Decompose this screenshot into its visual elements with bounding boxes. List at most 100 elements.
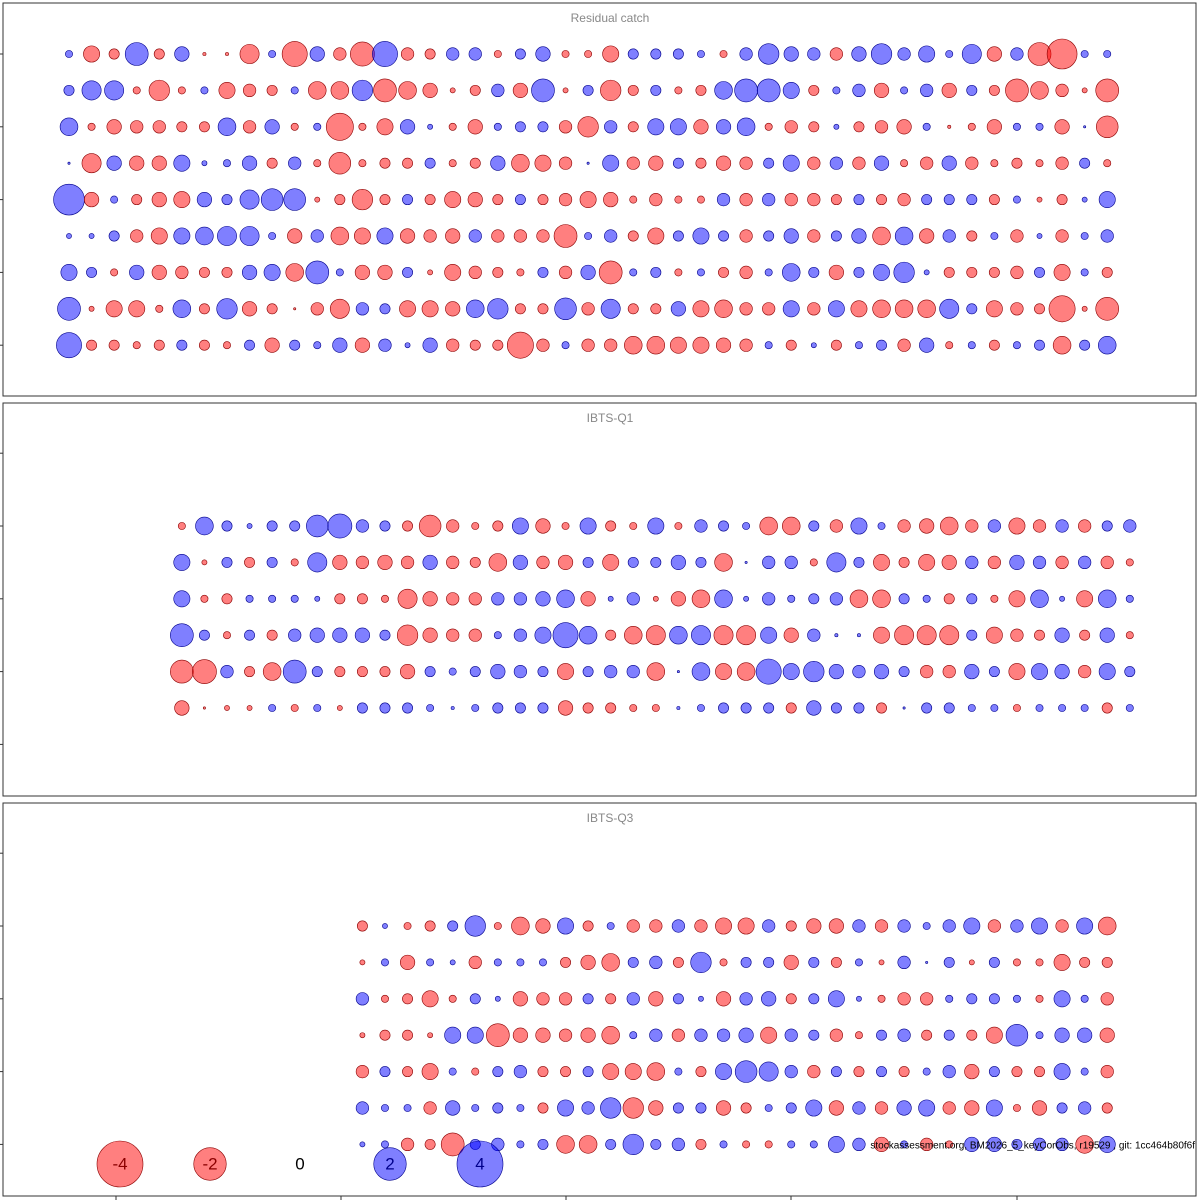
residual-bubble <box>329 298 350 319</box>
residual-bubble <box>469 339 481 351</box>
residual-bubble <box>695 1102 707 1114</box>
residual-bubble <box>1030 81 1049 100</box>
residual-bubble <box>756 78 781 103</box>
residual-bubble <box>941 155 957 171</box>
residual-bubble <box>582 84 594 96</box>
residual-bubble <box>1077 1027 1093 1043</box>
residual-bubble <box>966 230 978 242</box>
residual-bubble <box>422 82 438 98</box>
residual-bubble <box>852 156 866 170</box>
residual-bubble <box>758 43 780 65</box>
residual-bubble <box>715 917 732 935</box>
residual-bubble <box>422 554 438 570</box>
residual-bubble <box>354 627 370 643</box>
residual-bubble <box>513 229 527 243</box>
residual-bubble <box>217 117 237 137</box>
residual-bubble <box>647 517 665 535</box>
residual-bubble <box>379 303 391 315</box>
residual-bubble <box>202 706 206 710</box>
residual-bubble <box>674 195 683 204</box>
residual-bubble <box>856 995 862 1002</box>
residual-bubble <box>1096 115 1119 139</box>
residual-bubble <box>1010 302 1024 316</box>
residual-bubble <box>309 627 325 643</box>
residual-bubble <box>492 194 504 206</box>
residual-bubble <box>760 626 778 644</box>
residual-bubble <box>221 593 233 605</box>
residual-bubble <box>83 192 100 208</box>
residual-bubble <box>558 1028 573 1042</box>
residual-bubble <box>334 194 346 206</box>
residual-bubble <box>105 300 123 318</box>
residual-bubble <box>108 230 120 242</box>
residual-bubble <box>896 1100 912 1116</box>
residual-bubble <box>602 1063 620 1081</box>
residual-bubble <box>990 232 999 240</box>
residual-bubble <box>645 625 666 646</box>
residual-bubble <box>947 124 952 129</box>
residual-bubble <box>332 337 348 353</box>
residual-bubble <box>580 954 596 970</box>
residual-bubble <box>1034 1066 1045 1078</box>
residual-bubble <box>1078 1101 1092 1115</box>
residual-bubble <box>1098 663 1116 681</box>
residual-bubble <box>174 46 190 62</box>
residual-bubble <box>561 522 570 530</box>
residual-bubble <box>714 81 733 100</box>
residual-bubble <box>445 228 461 244</box>
residual-bubble <box>807 302 821 316</box>
residual-bubble <box>216 298 238 320</box>
residual-bubble <box>1008 517 1026 535</box>
residual-bubble <box>649 955 663 969</box>
residual-bubble <box>1078 555 1092 569</box>
residual-bubble <box>764 1104 773 1112</box>
residual-bubble <box>512 991 528 1007</box>
residual-bubble <box>670 591 686 607</box>
residual-bubble <box>782 154 800 172</box>
residual-bubble <box>897 47 911 61</box>
residual-bubble <box>897 1028 911 1042</box>
residual-bubble <box>920 156 934 170</box>
residual-bubble <box>676 706 681 710</box>
residual-bubble <box>198 339 210 351</box>
residual-bubble <box>1010 919 1024 933</box>
residual-bubble <box>1035 958 1044 967</box>
residual-bubble <box>763 157 775 169</box>
residual-bubble <box>876 1066 887 1078</box>
residual-bubble <box>537 1066 549 1078</box>
residual-bubble <box>966 84 978 96</box>
residual-bubble <box>922 1067 931 1076</box>
residual-bubble <box>244 629 256 641</box>
residual-bubble <box>582 993 594 1005</box>
residual-bubble <box>311 666 323 678</box>
residual-bubble <box>829 1028 843 1042</box>
residual-bubble <box>1081 305 1088 312</box>
residual-bubble <box>719 50 728 58</box>
residual-bubble <box>922 594 931 603</box>
residual-bubble <box>803 661 825 683</box>
residual-bubble <box>853 121 865 133</box>
residual-bubble <box>784 1065 798 1079</box>
residual-bubble <box>674 86 683 95</box>
residual-bubble <box>173 590 191 608</box>
residual-bubble <box>239 44 260 64</box>
residual-bubble <box>986 119 1002 135</box>
residual-bubble <box>353 227 371 245</box>
residual-bubble <box>672 230 684 242</box>
residual-bubble <box>516 1140 525 1149</box>
residual-bubble <box>447 920 459 932</box>
residual-bubble <box>578 1135 598 1154</box>
residual-bubble <box>605 702 617 714</box>
residual-bubble <box>900 1140 909 1149</box>
residual-bubble <box>359 959 366 966</box>
residual-bubble <box>695 84 707 96</box>
residual-bubble <box>426 704 435 712</box>
residual-bubble <box>988 956 1000 968</box>
residual-bubble <box>1081 87 1088 94</box>
residual-bubble <box>763 956 775 968</box>
residual-bubble <box>649 193 663 207</box>
residual-bubble <box>672 48 684 60</box>
residual-bubble <box>762 555 776 569</box>
residual-bubble <box>336 705 343 711</box>
residual-bubble <box>469 84 481 96</box>
